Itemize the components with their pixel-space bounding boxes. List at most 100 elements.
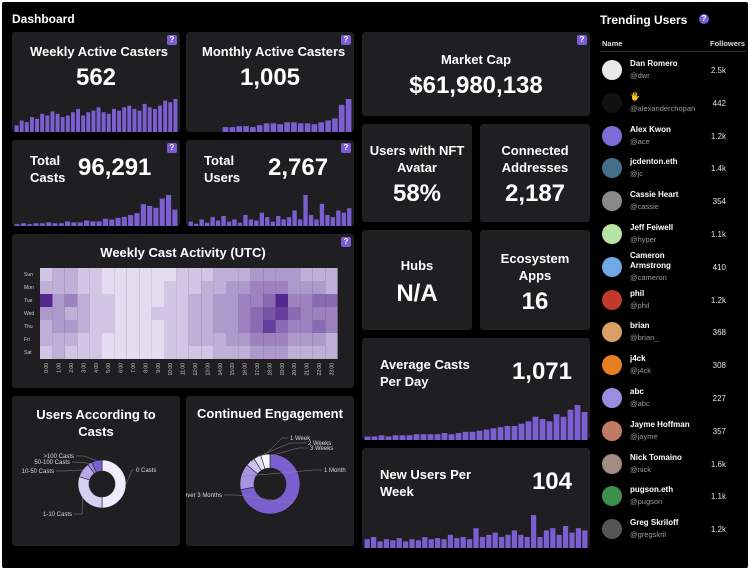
trending-user-row[interactable]: Dan Romero @dwr 2.5k	[600, 54, 746, 88]
spark-bar	[90, 221, 96, 226]
heatmap-cell	[201, 281, 214, 294]
trending-user-row[interactable]: jcdenton.eth @jc 1.4k	[600, 152, 746, 186]
heatmap-cell	[201, 307, 214, 320]
heatmap-cell	[64, 294, 78, 307]
heatmap-cell	[40, 281, 53, 294]
spark-bar	[336, 210, 341, 226]
heatmap-cell	[312, 346, 326, 359]
spark-bar	[71, 112, 75, 132]
card-value: 1,005	[239, 64, 301, 91]
heatmap-cell	[52, 294, 65, 307]
heatmap-hour-label: 9:00	[156, 363, 162, 373]
heatmap-cell	[188, 346, 202, 359]
donut-leader-line	[74, 498, 83, 515]
new-users-card: New Users Per Week 104	[362, 448, 590, 548]
weekly-cast-activity-card: ? Weekly Cast Activity (UTC) Sun Mon Tue We…	[12, 234, 354, 388]
trending-user-row[interactable]: abc @abc 227	[600, 382, 746, 416]
spark-bar	[188, 221, 193, 226]
spark-bar	[518, 423, 525, 440]
nft-avatar-card: Users with NFT Avatar 58%	[362, 124, 472, 222]
heatmap-hour-label: 6:00	[119, 363, 125, 373]
spark-bar	[378, 435, 385, 440]
spark-bar	[399, 435, 406, 440]
trending-user-row[interactable]: phil @phil 1.2k	[600, 284, 746, 318]
help-icon[interactable]: ?	[341, 237, 351, 247]
heatmap-cell	[126, 281, 140, 294]
user-name: pugson.eth	[630, 485, 674, 495]
heatmap-cell	[201, 294, 214, 307]
spark-bar	[575, 528, 581, 548]
heatmap-cell	[312, 294, 326, 307]
card-title: Weekly Cast Activity (UTC)	[100, 245, 266, 260]
spark-bar	[428, 539, 434, 548]
header-divider	[600, 51, 746, 52]
heatmap-cell	[250, 333, 264, 346]
heatmap-cell	[213, 294, 226, 307]
user-name: Dan Romero	[630, 59, 678, 68]
spark-bar	[483, 429, 490, 440]
card-title: Average Casts Per Day	[380, 356, 470, 390]
spark-bar	[582, 530, 588, 548]
user-handle: @phil	[630, 300, 650, 310]
card-title: Monthly Active Casters	[202, 44, 346, 59]
trending-user-row[interactable]: 🖐 @alexanderchopan 442	[600, 87, 746, 121]
spark-bar	[390, 540, 396, 548]
heatmap-hour-label: 14:00	[218, 363, 224, 376]
spark-bar	[415, 540, 421, 548]
heatmap-cell	[40, 307, 53, 320]
spark-bar	[537, 537, 543, 548]
spark-chart	[364, 515, 588, 548]
help-icon[interactable]: ?	[341, 143, 351, 153]
heatmap-day-label: Thu	[24, 324, 33, 330]
help-icon[interactable]: ?	[699, 14, 709, 24]
spark-bar	[222, 127, 229, 132]
spark-bar	[325, 120, 331, 132]
heatmap-cell	[250, 307, 264, 320]
card-title-line: Users	[204, 170, 241, 185]
help-icon[interactable]: ?	[167, 35, 177, 45]
spark-bar	[524, 537, 530, 548]
trending-user-row[interactable]: Jeff Feiwell @hyper 1.1k	[600, 218, 746, 252]
heatmap-cell	[300, 333, 313, 346]
help-icon[interactable]: ?	[341, 35, 351, 45]
trending-user-row[interactable]: Cassie Heart @cassie 354	[600, 185, 746, 219]
trending-user-row[interactable]: Nick Tomaino @nick 1.6k	[600, 448, 746, 482]
trending-user-row[interactable]: pugson.eth @pugson 1.1k	[600, 480, 746, 514]
spark-bar	[314, 219, 319, 226]
help-icon[interactable]: ?	[577, 35, 587, 45]
spark-bar	[115, 217, 121, 226]
heatmap-cell	[250, 268, 264, 281]
spark-bar	[546, 421, 553, 440]
trending-user-row[interactable]: brian @brian_ 368	[600, 316, 746, 350]
heatmap-cell	[188, 333, 202, 346]
donut-leader-line	[125, 469, 134, 485]
heatmap-cell	[188, 294, 202, 307]
spark-bar	[20, 223, 26, 226]
heatmap-cell	[263, 333, 276, 346]
card-title: Continued Engagement	[197, 406, 343, 421]
users-by-casts-card: Users According to Casts 0 Casts 1-10 Cas…	[12, 396, 180, 546]
heatmap-day-label: Sun	[24, 272, 33, 278]
avatar	[602, 289, 622, 310]
trending-user-row[interactable]: Cameron Armstrong @cameron 410	[600, 251, 746, 285]
card-title-line: Apps	[518, 268, 552, 283]
heatmap-cell	[263, 281, 276, 294]
spark-bar	[318, 122, 324, 132]
heatmap-cell	[275, 333, 288, 346]
spark-bar	[24, 122, 29, 132]
trending-user-row[interactable]: Greg Skriloff @gregskril 1.2k	[600, 513, 746, 547]
heatmap-cell	[164, 294, 177, 307]
avatar	[602, 388, 622, 408]
spark-bar	[371, 436, 378, 440]
spark-bar	[250, 127, 256, 132]
user-followers: 308	[712, 361, 726, 371]
trending-user-row[interactable]: Jayme Hoffman @jayme 357	[600, 415, 746, 449]
help-icon[interactable]: ?	[167, 143, 177, 153]
trending-user-row[interactable]: j4ck @j4ck 308	[600, 349, 746, 383]
heatmap-day-label: Wed	[24, 311, 34, 317]
page-title: Dashboard	[12, 12, 75, 26]
trending-user-row[interactable]: Alex Kwon @ace 1.2k	[600, 120, 746, 154]
heatmap-cell	[102, 307, 115, 320]
user-handle: @jayme	[630, 431, 658, 441]
